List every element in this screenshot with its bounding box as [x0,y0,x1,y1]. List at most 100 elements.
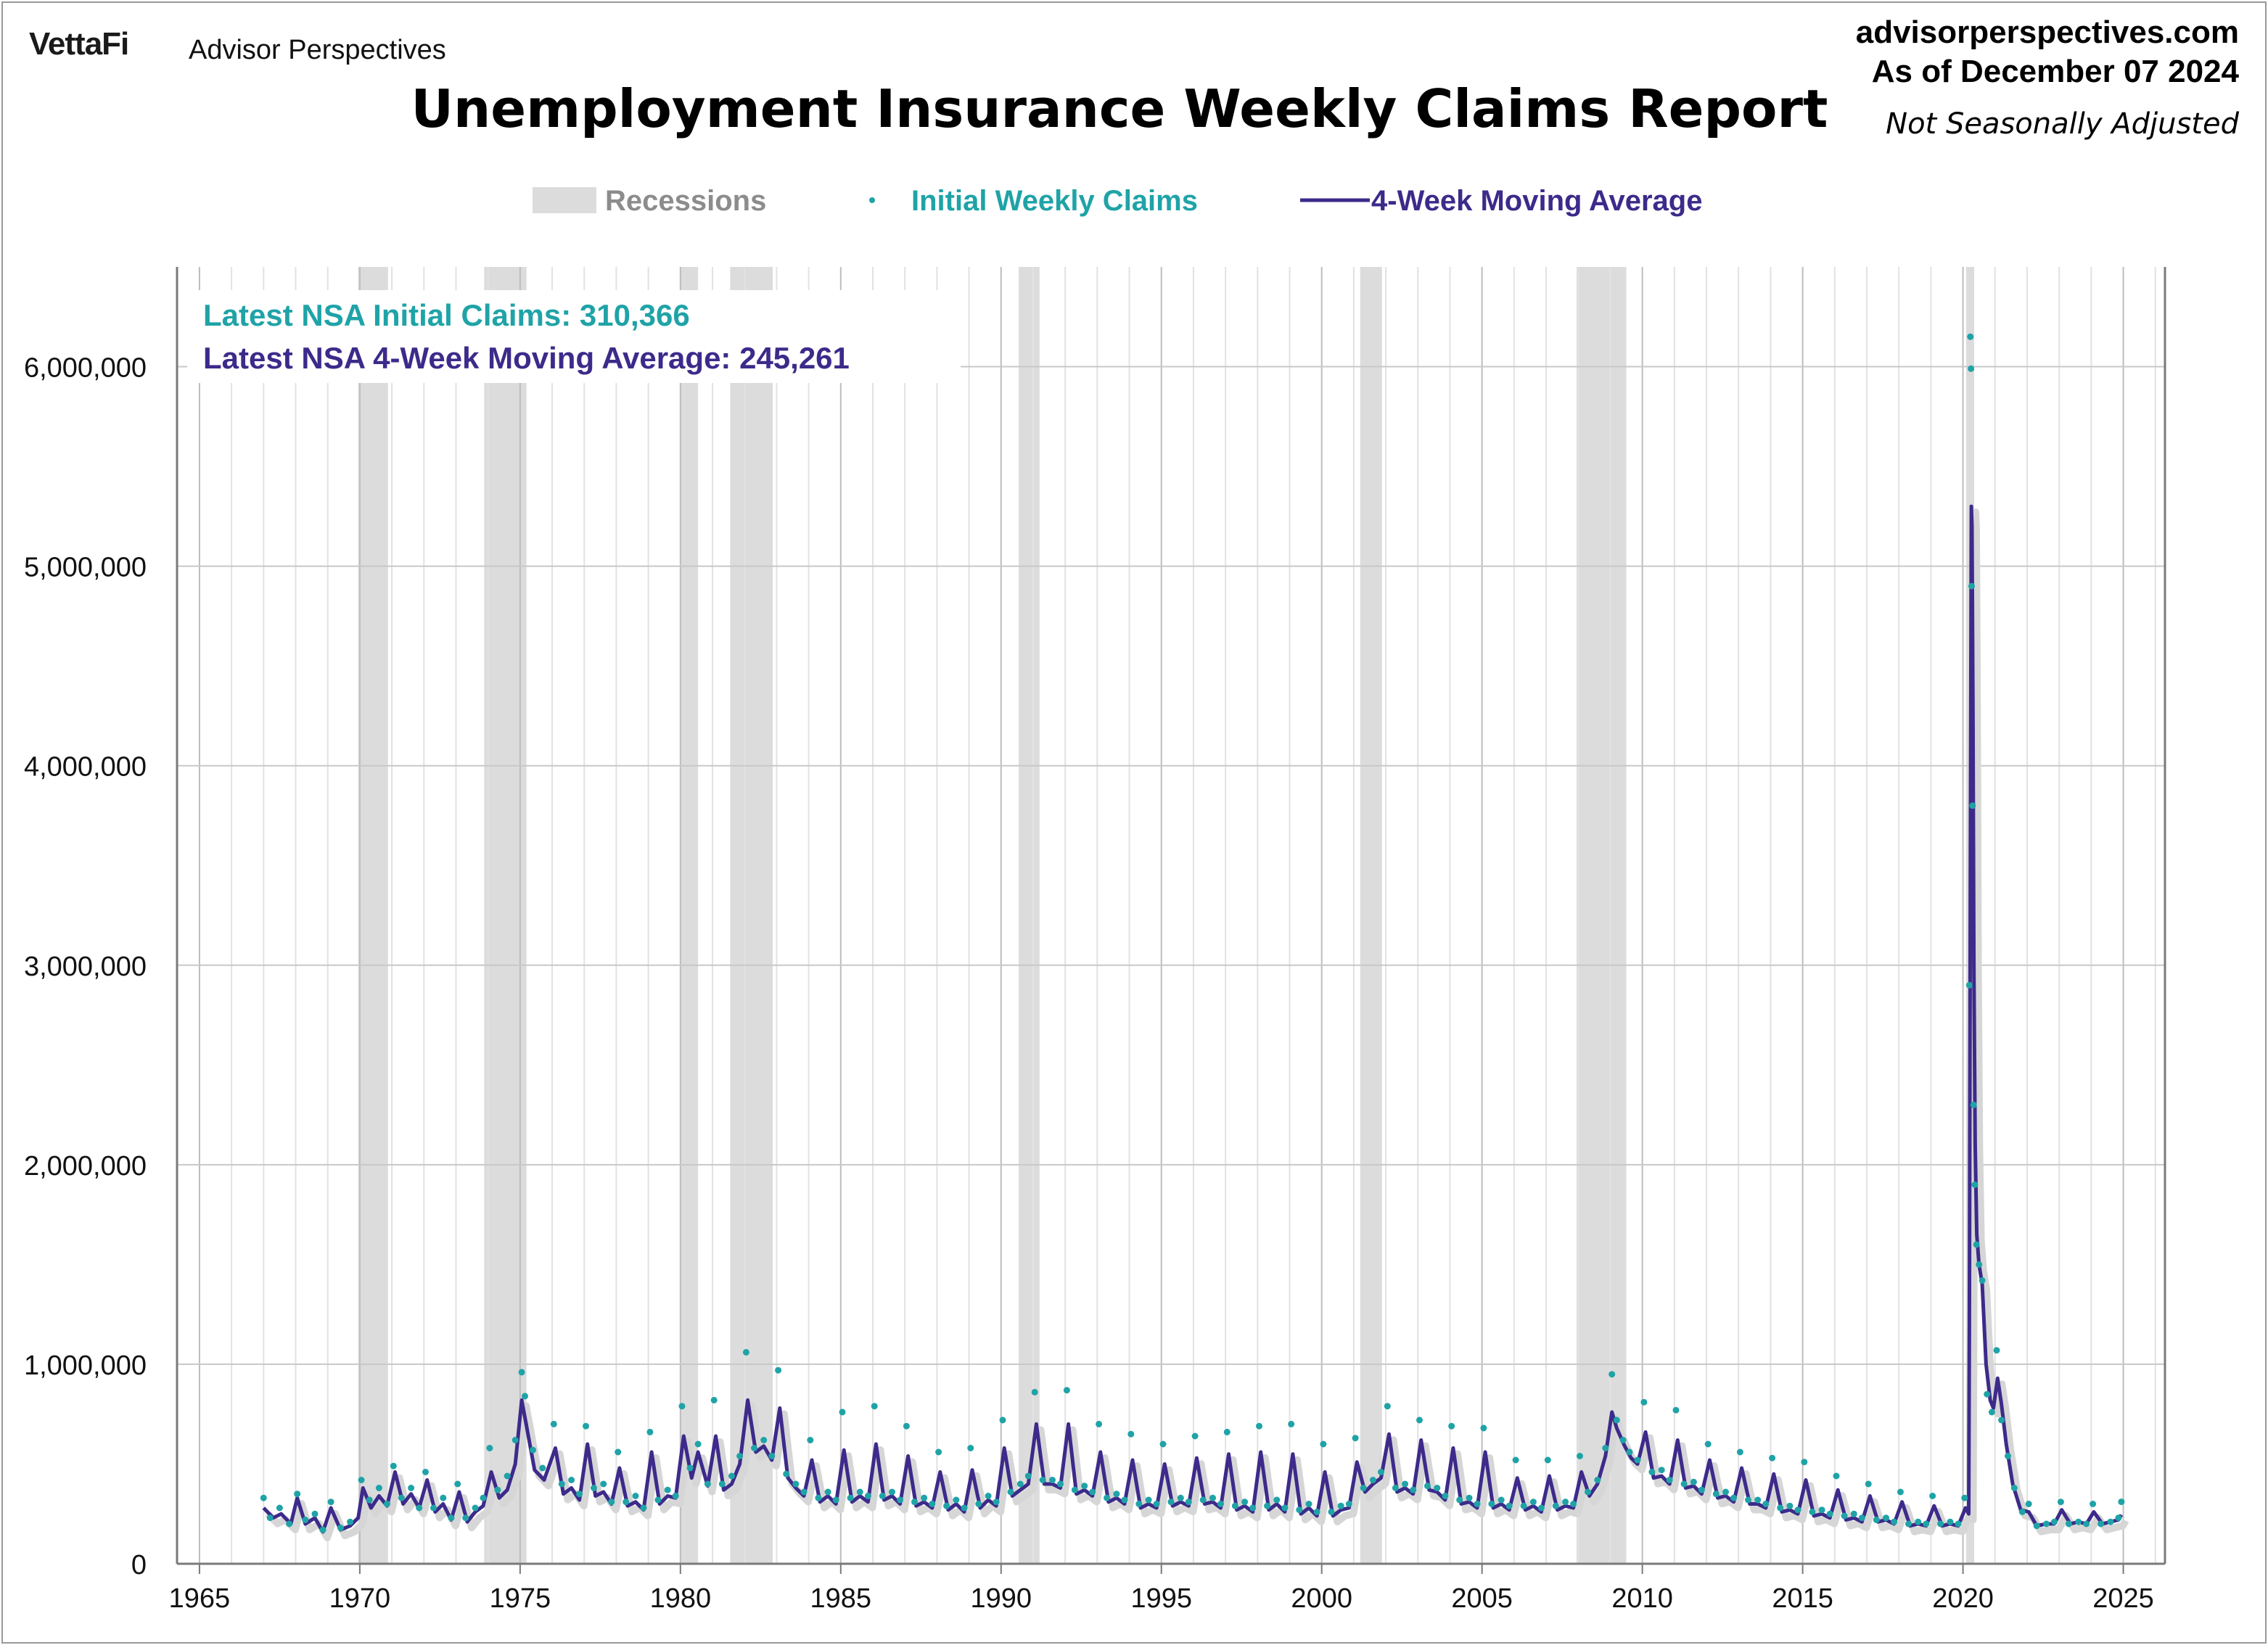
claims-point [1096,1420,1103,1427]
claims-point [1897,1488,1904,1496]
x-tick-label: 1990 [971,1583,1032,1614]
claims-point [2065,1520,2072,1528]
claims-point [1024,1472,1032,1480]
claims-point [1955,1520,1962,1528]
claims-point [1883,1514,1889,1522]
claims-point [943,1502,950,1509]
claims-point [929,1501,936,1507]
claims-point [558,1480,565,1488]
legend-average-label: 4-Week Moving Average [1371,185,1702,217]
claims-point [1416,1417,1423,1424]
x-tick-label: 2010 [1611,1583,1673,1614]
site-url: advisorperspectives.com [1855,15,2239,50]
claims-point [1384,1403,1391,1410]
claims-point [1442,1493,1449,1499]
claims-point [1512,1456,1519,1464]
brand-subtitle: Advisor Perspectives [189,35,446,65]
claims-point [1177,1494,1184,1501]
moving-average-shadow [265,508,2129,1541]
claims-point [1392,1485,1399,1491]
chart-title-text: Unemployment Insurance Weekly Claims Rep… [411,78,1828,139]
claims-point [1850,1510,1857,1517]
claims-point [871,1403,878,1410]
claims-point [961,1504,968,1512]
claims-point [1320,1440,1327,1448]
claims-point [1145,1496,1152,1504]
claims-point [1537,1504,1545,1512]
claims-point [1360,1485,1367,1491]
claims-point [632,1493,639,1499]
claims-point [1402,1480,1409,1488]
claims-point [1313,1509,1320,1515]
claims-point [390,1462,397,1469]
claims-point [1410,1486,1417,1493]
claims-point [408,1485,415,1491]
claims-point [1159,1440,1167,1448]
claims-point [1762,1501,1770,1507]
claims-point [1223,1428,1230,1435]
claims-point [1998,1417,2005,1424]
claims-point [1167,1498,1175,1506]
claims-point [1690,1478,1697,1485]
claims-point [921,1494,928,1501]
claims-point [2025,1501,2032,1507]
claims-point [1480,1425,1487,1432]
claims-point [583,1422,589,1430]
claims-point [815,1494,822,1501]
claims-point [1658,1467,1665,1474]
claims-point [608,1498,615,1506]
claims-point [1923,1520,1930,1528]
claims-point [1488,1501,1495,1507]
legend: Recessions Initial Weekly Claims 4-Week … [533,185,1702,217]
x-tick-label: 1995 [1130,1583,1192,1614]
claims-point [1984,1390,1991,1398]
claims-point [1288,1420,1295,1427]
claims-point [1328,1509,1335,1515]
y-tick-label: 3,000,000 [24,952,147,982]
claims-point [504,1472,511,1480]
x-tick-label: 1970 [329,1583,391,1614]
claims-point [1305,1501,1312,1507]
claims-point [1474,1501,1481,1507]
claims-point [742,1348,749,1356]
claims-point [1544,1456,1551,1464]
claims-point [1640,1398,1648,1406]
claims-point [792,1480,800,1488]
claims-point [1241,1498,1249,1506]
claims-point [1264,1502,1271,1509]
claims-point [358,1477,365,1483]
latest-claims-annotation: Latest NSA Initial Claims: 310,366 [203,298,690,332]
claims-point [824,1488,831,1496]
claims-point [1352,1435,1359,1442]
claims-point [1905,1520,1912,1528]
claims-point [1929,1493,1936,1499]
claims-point [1873,1517,1880,1523]
claims-point [1185,1498,1192,1506]
claims-point [1965,981,1973,989]
claims-point [1666,1477,1673,1483]
x-tick-label: 2005 [1451,1583,1513,1614]
claims-point [311,1510,319,1517]
claims-point [1969,802,1976,809]
claims-point [486,1445,493,1451]
claims-point [623,1498,630,1506]
claims-point [2098,1520,2105,1528]
claims-point [2005,1453,2011,1459]
claims-point [1552,1502,1559,1509]
claims-point [1634,1456,1641,1464]
claims-point [375,1485,382,1491]
claims-point [678,1403,686,1410]
x-tick-labels: 1965 1970 1975 1980 1985 1990 1995 2000 2005 2010… [169,1564,2154,1614]
claims-point [1968,365,1975,372]
recession-band [680,267,699,1564]
y-tick-label: 6,000,000 [24,353,147,384]
claims-point [1613,1417,1620,1424]
claims-point [1520,1502,1527,1509]
claims-point [889,1488,895,1496]
claims-point [494,1486,501,1493]
recession-band [1360,267,1382,1564]
claims-point [672,1493,679,1499]
claims-point [1345,1501,1352,1507]
x-tick-label: 2015 [1772,1583,1833,1614]
claims-point [1809,1509,1816,1515]
